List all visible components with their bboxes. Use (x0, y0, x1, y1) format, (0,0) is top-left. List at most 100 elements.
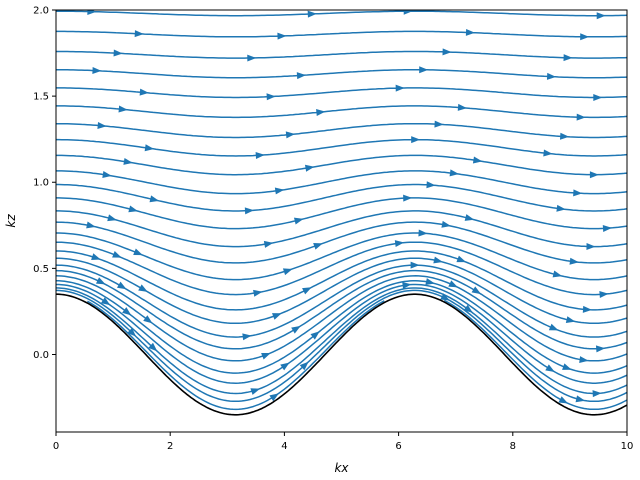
streamline-23 (56, 68, 627, 79)
streamline-4 (56, 283, 627, 384)
stream-arrow-5-1 (310, 331, 320, 340)
x-tick-label-5: 10 (621, 441, 634, 452)
stream-arrow-26-1 (307, 10, 317, 18)
stream-arrow-12-0 (133, 248, 143, 256)
stream-arrow-7-3 (595, 345, 606, 353)
stream-arrow-4-0 (100, 297, 111, 306)
stream-arrow-24-2 (442, 48, 452, 56)
stream-arrow-18-2 (472, 156, 483, 164)
stream-arrow-23-2 (419, 66, 429, 74)
streamline-22 (56, 87, 627, 99)
stream-arrow-9-2 (433, 256, 443, 264)
stream-arrow-26-3 (596, 12, 606, 20)
stream-arrow-26-2 (403, 10, 413, 15)
y-axis: 0.0 0.5 1.0 1.5 2.0 (33, 6, 56, 361)
streamline-8 (56, 264, 627, 338)
stream-arrow-13-3 (569, 257, 579, 265)
plot-frame (55, 9, 628, 433)
stream-arrow-23-1 (296, 72, 306, 80)
stream-arrow-8-1 (242, 333, 252, 341)
stream-arrow-25-0 (134, 30, 144, 38)
streamline-18 (56, 154, 627, 176)
stream-arrow-22-2 (395, 84, 405, 92)
boundary-curve (56, 293, 627, 416)
stream-arrow-17-2 (449, 169, 459, 177)
stream-arrow-13-1 (313, 243, 323, 250)
stream-arrow-9-1 (272, 313, 282, 320)
streamline-15 (56, 197, 627, 230)
stream-arrow-20-1 (285, 131, 296, 139)
boundary-curve-group (56, 293, 627, 416)
stream-arrow-5-3 (562, 363, 572, 370)
stream-arrow-19-0 (144, 144, 155, 152)
streamline-24 (56, 50, 627, 59)
stream-arrow-22-3 (593, 94, 603, 102)
x-tick-label-4: 8 (510, 441, 516, 452)
stream-arrow-11-1 (253, 289, 263, 297)
stream-arrow-20-0 (97, 121, 107, 129)
stream-arrow-25-3 (580, 33, 590, 41)
stream-arrow-8-2 (410, 261, 420, 269)
x-tick-label-2: 4 (281, 441, 287, 452)
stream-arrow-2-1 (299, 361, 309, 371)
stream-arrow-9-0 (138, 284, 148, 292)
stream-arrow-14-3 (586, 243, 596, 251)
stream-arrow-2-3 (575, 395, 586, 403)
stream-arrow-1-3 (558, 396, 569, 404)
stream-arrow-4-2 (402, 281, 412, 289)
stream-arrow-18-3 (589, 171, 599, 179)
streamline-21 (56, 105, 627, 119)
stream-arrow-15-1 (293, 217, 304, 225)
stream-arrow-14-2 (464, 214, 475, 221)
stream-arrow-22-0 (139, 88, 149, 96)
streamline-13 (56, 221, 627, 264)
stream-arrow-8-0 (116, 281, 127, 290)
stream-arrow-1-1 (269, 393, 279, 402)
streamline-26 (56, 10, 627, 17)
stream-arrow-20-2 (434, 120, 444, 128)
streamline-17 (56, 170, 627, 195)
stream-arrow-10-3 (582, 305, 592, 313)
stream-arrow-16-1 (244, 207, 254, 215)
stream-arrow-15-0 (128, 205, 138, 213)
stream-arrow-17-0 (102, 171, 112, 178)
y-tick-label-0: 0.0 (33, 350, 49, 361)
streamline-14 (56, 210, 627, 248)
stream-arrow-6-1 (261, 352, 271, 360)
stream-arrow-6-0 (143, 315, 153, 324)
stream-arrow-6-3 (579, 356, 589, 364)
stream-arrow-8-3 (548, 323, 559, 331)
x-tick-label-1: 2 (167, 441, 173, 452)
streamline-9 (56, 257, 627, 325)
stream-arrow-2-2 (440, 293, 450, 301)
x-axis: 0 2 4 6 8 10 (53, 432, 634, 452)
stream-arrow-19-3 (543, 149, 553, 157)
stream-arrow-11-3 (599, 291, 609, 299)
stream-arrow-12-1 (282, 268, 293, 276)
stream-arrow-25-2 (465, 28, 475, 36)
stream-arrow-19-2 (411, 136, 421, 144)
stream-arrow-16-2 (426, 181, 436, 189)
x-tick-label-0: 0 (53, 441, 59, 452)
stream-arrow-19-1 (255, 151, 265, 159)
stream-arrow-7-1 (291, 325, 301, 334)
stream-arrow-12-3 (552, 270, 563, 278)
stream-arrow-18-0 (123, 158, 133, 165)
streamline-11 (56, 241, 627, 296)
streamline-5 (56, 280, 627, 374)
stream-arrow-17-3 (573, 189, 583, 197)
stream-arrow-12-2 (418, 229, 428, 237)
stream-arrow-16-3 (556, 204, 566, 212)
x-axis-label: kx (334, 461, 349, 475)
stream-arrow-16-0 (149, 195, 160, 203)
stream-arrow-10-2 (456, 255, 467, 263)
stream-arrow-4-1 (280, 362, 290, 371)
stream-arrow-5-2 (425, 278, 435, 285)
stream-arrow-3-0 (148, 342, 158, 352)
stream-arrow-13-0 (86, 221, 96, 229)
stream-arrow-5-0 (122, 307, 132, 316)
stream-arrow-2-0 (127, 327, 137, 337)
stream-arrow-24-0 (113, 49, 123, 57)
stream-arrow-6-2 (448, 280, 458, 288)
